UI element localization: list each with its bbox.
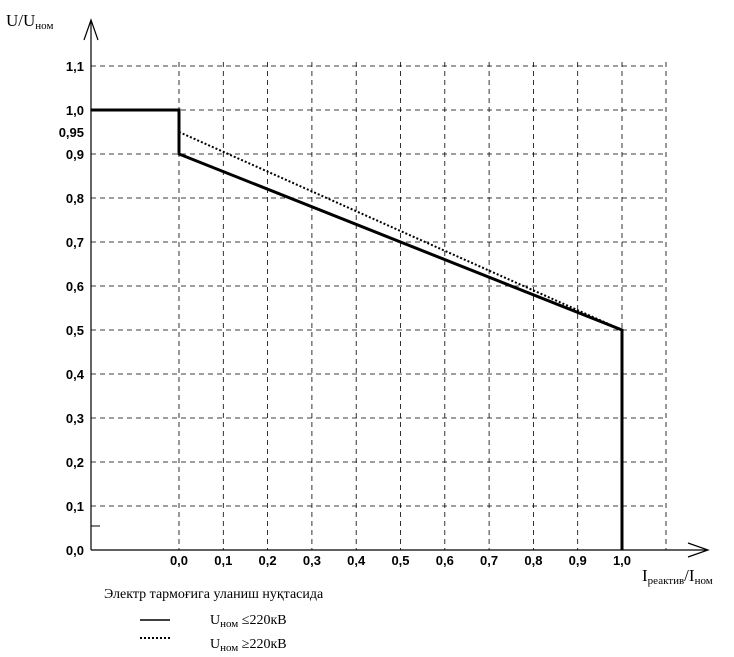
x-tick-label: 0,9 [569,553,587,568]
x-axis-arrow [687,542,710,558]
legend-title: Электр тармоғига уланиш нуқтасида [104,587,324,602]
x-tick-label: 0,0 [170,553,188,568]
x-tick-label: 0,1 [214,553,232,568]
x-tick-label: 0,4 [347,553,366,568]
y-axis-arrow [83,18,99,41]
x-axis-title: Iреактив/Iном [642,566,713,587]
x-tick-label: 0,2 [259,553,277,568]
x-tick-label: 0,5 [391,553,409,568]
y-tick-label: 1,1 [66,59,84,74]
grid [91,62,667,550]
y-axis-title: U/Uном [6,11,53,32]
legend: Электр тармоғига уланиш нуқтасида Uном ≤… [104,587,324,654]
y-tick-label: 1,0 [66,103,84,118]
x-tick-label: 0,3 [303,553,321,568]
x-tick-label: 0,6 [436,553,454,568]
y-tick-label: 0,9 [66,147,84,162]
x-tick-label: 0,8 [524,553,542,568]
series [90,108,624,550]
y-tick-label: 0,95 [59,125,84,140]
x-tick-labels: 0,0 0,1 0,2 0,3 0,4 0,5 0,6 0,7 0,8 0,9 1,0 [170,553,631,568]
series-line-dotted [178,131,623,331]
y-tick-label: 0,2 [66,455,84,470]
y-tick-label: 0,0 [66,543,84,558]
x-tick-label: 0,7 [480,553,498,568]
legend-label-solid: Uном ≤220кВ [210,613,287,630]
series-line-solid [90,108,624,550]
axes [83,18,710,558]
y-tick-label: 0,1 [66,499,84,514]
y-tick-label: 0,7 [66,235,84,250]
x-tick-label: 1,0 [613,553,631,568]
y-tick-label: 0,8 [66,191,84,206]
legend-label-dotted: Uном ≥220кВ [210,637,287,654]
y-tick-label: 0,4 [66,367,85,382]
y-tick-labels: 0,0 0,1 0,2 0,3 0,4 0,5 0,6 0,7 0,8 0,9 1,0 1,1 0,95 [59,59,85,558]
y-tick-label: 0,5 [66,323,84,338]
y-tick-label: 0,6 [66,279,84,294]
y-tick-label: 0,3 [66,411,84,426]
